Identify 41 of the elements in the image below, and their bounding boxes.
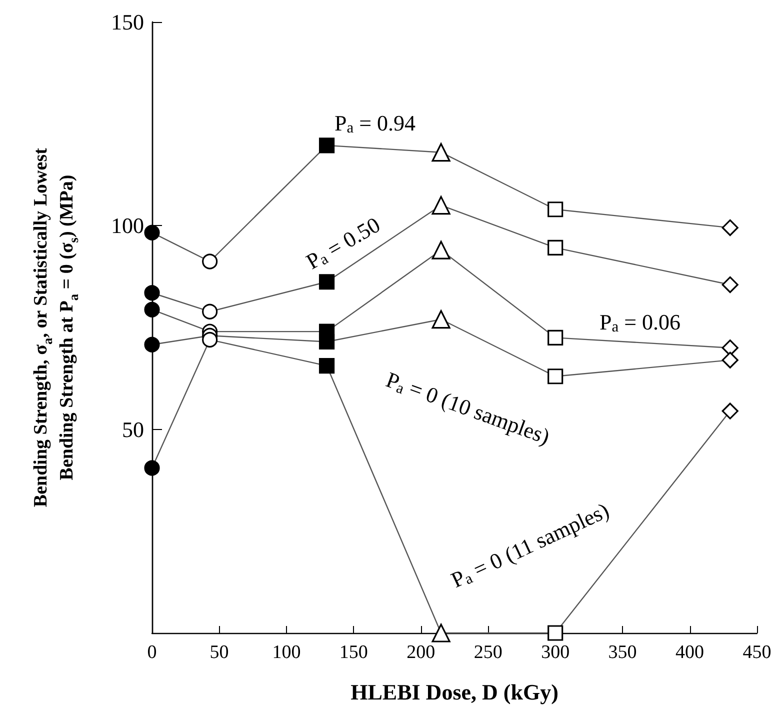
point: [144, 285, 160, 301]
point: [144, 460, 160, 476]
point: [432, 624, 450, 642]
point: [432, 240, 450, 260]
point: [318, 358, 335, 374]
x-axis-title: HLEBI Dose, D (kGy): [350, 680, 558, 704]
point: [548, 202, 564, 218]
point: [722, 276, 738, 294]
point: [202, 332, 218, 348]
point: [548, 330, 564, 346]
point: [144, 302, 160, 318]
x-tick-label: 50: [210, 642, 229, 663]
point: [722, 352, 738, 368]
x-tick-label: 450: [742, 642, 772, 663]
x-tick-label: 200: [406, 642, 436, 663]
annotation: Pa = 0.50: [302, 212, 384, 274]
point: [432, 310, 450, 329]
point: [548, 368, 564, 384]
point: [722, 219, 738, 236]
x-tick-label: 300: [541, 642, 570, 663]
x-tick-label: 350: [608, 642, 637, 663]
y-tick-label: 150: [111, 10, 144, 34]
y-tick-label: 50: [122, 416, 144, 442]
point: [144, 336, 160, 352]
point: [548, 240, 564, 256]
point: [202, 254, 218, 270]
x-tick-label: 0: [147, 642, 157, 663]
y-tick-label: 100: [111, 213, 144, 238]
point: [432, 143, 450, 162]
point: [432, 196, 450, 215]
point: [722, 402, 738, 420]
point: [548, 625, 564, 641]
x-tick-label: 100: [272, 642, 301, 663]
point: [202, 304, 218, 320]
point: [318, 274, 335, 290]
point: [318, 334, 335, 350]
x-tick-label: 150: [339, 642, 368, 663]
point: [144, 224, 160, 240]
x-tick-label: 250: [474, 642, 502, 663]
point: [318, 138, 335, 154]
x-tick-label: 400: [676, 642, 704, 663]
